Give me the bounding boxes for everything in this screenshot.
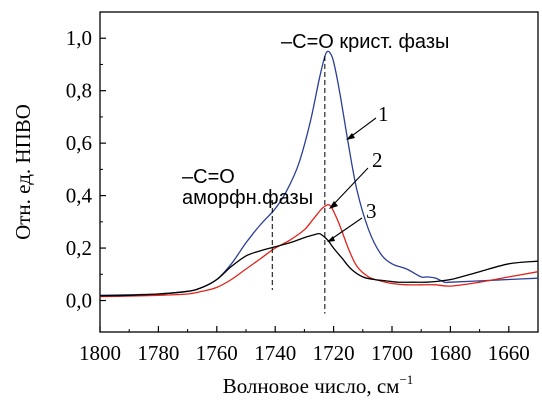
curve-arrow-2	[329, 201, 338, 209]
annotation-amorphous-phase-line1: –C=O	[182, 166, 235, 188]
y-axis-ticks: 0,0 0,2 0,4 0,6 0,8 1,0	[66, 11, 106, 313]
curve-arrow-1	[346, 133, 355, 140]
x-tick-label: 1680	[429, 341, 471, 365]
x-axis-title: Волновое число, см−1	[223, 372, 414, 398]
y-tick-label: 0,2	[66, 236, 92, 260]
curve-label-1: 1	[378, 102, 389, 126]
curve-leader-3	[329, 217, 363, 241]
y-tick-label: 0,4	[66, 184, 93, 208]
x-tick-label: 1780	[137, 341, 179, 365]
series-line-3	[99, 232, 539, 297]
series-line-1	[99, 50, 539, 296]
plot-frame	[99, 11, 539, 333]
x-tick-label: 1760	[196, 341, 238, 365]
x-axis-ticks: 1800 1780 1760 1740 1720 1700 1680 1660	[79, 326, 530, 365]
series-lines	[99, 50, 539, 298]
y-tick-label: 0,0	[66, 289, 92, 313]
curve-arrow-3	[327, 236, 335, 242]
series-line-2	[99, 203, 539, 298]
y-tick-label: 1,0	[66, 26, 92, 50]
annotation-amorphous-phase-line2: аморфн.фазы	[182, 187, 313, 209]
x-tick-label: 1700	[371, 341, 413, 365]
curve-leader-1	[348, 117, 377, 139]
annotation-dashed-lines	[271, 56, 326, 314]
x-tick-label: 1740	[254, 341, 296, 365]
y-tick-label: 0,6	[66, 131, 92, 155]
x-tick-label: 1720	[313, 341, 355, 365]
x-tick-label: 1660	[488, 341, 530, 365]
curve-label-2: 2	[372, 148, 383, 172]
curve-leader-2	[331, 167, 369, 207]
y-axis-title: Отн. ед. НПВО	[11, 104, 35, 240]
annotation-crystalline-phase: –C=O крист. фазы	[281, 31, 449, 53]
x-tick-label: 1800	[79, 341, 121, 365]
y-tick-label: 0,8	[66, 79, 92, 103]
curve-label-3: 3	[366, 199, 377, 223]
